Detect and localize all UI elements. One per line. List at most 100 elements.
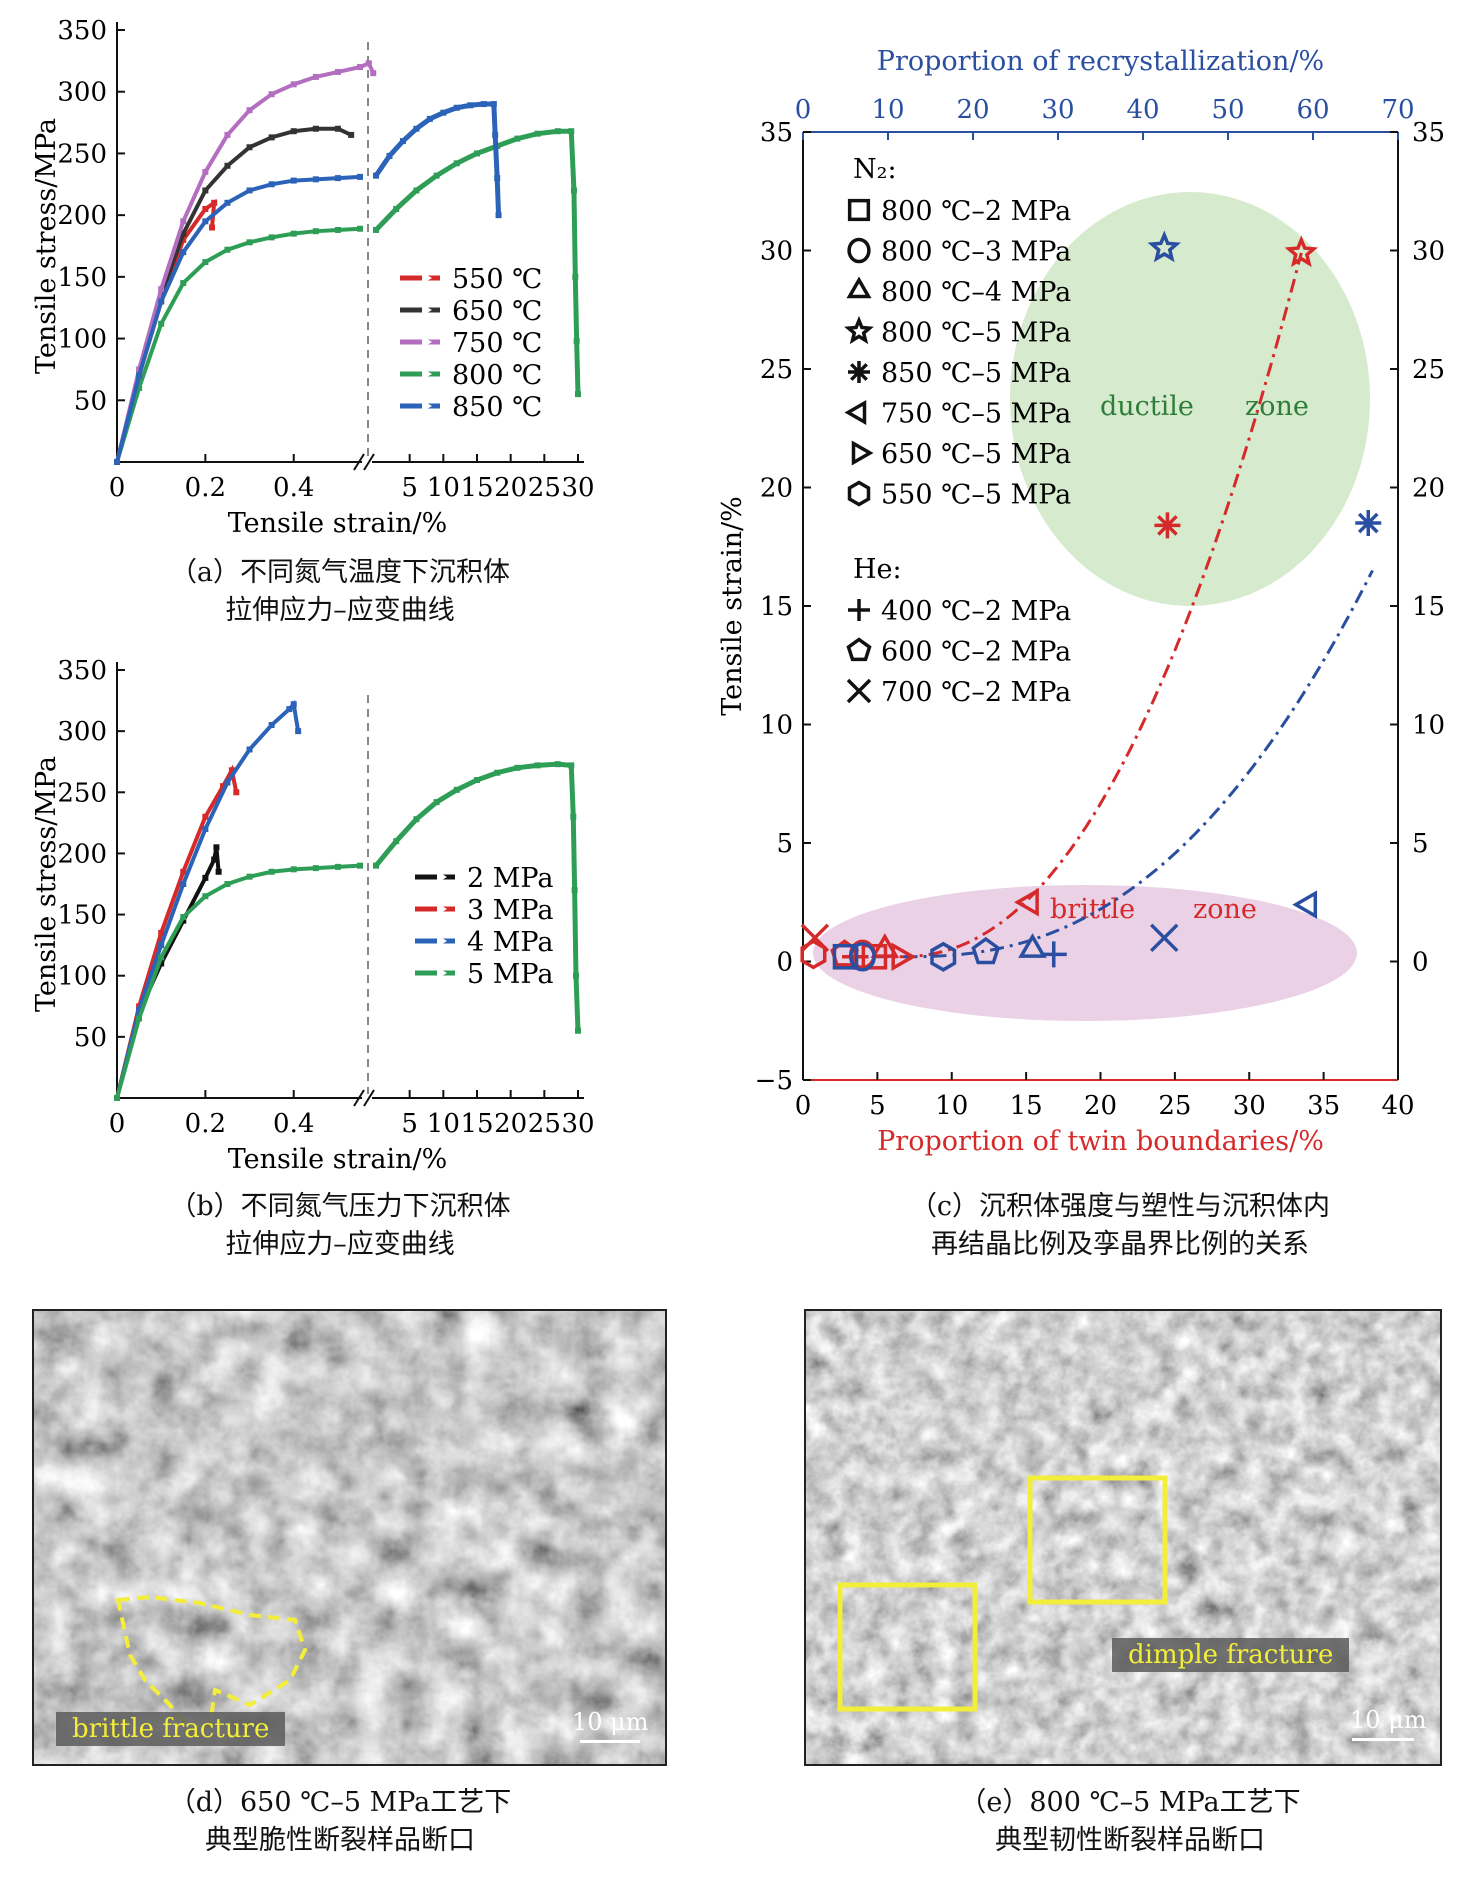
panel-a-xtick-label: 30 bbox=[561, 473, 594, 503]
panel-b-series-point-right-3 bbox=[575, 1027, 581, 1034]
panel-c-xtick-top-label: 60 bbox=[1296, 95, 1329, 125]
panel-c-ytick-right-label: 5 bbox=[1412, 829, 1429, 859]
panel-a-xtick-label: 0.2 bbox=[185, 473, 226, 503]
panel-a-series-point-4 bbox=[290, 177, 297, 184]
panel-a-series-point-right-3 bbox=[575, 391, 581, 398]
brittle-zone bbox=[813, 885, 1357, 1021]
panel-b-series-point-3 bbox=[202, 893, 209, 900]
panel-b-series-point-3 bbox=[224, 881, 231, 887]
panel-c-xtick-top-label: 50 bbox=[1211, 95, 1244, 125]
panel-a-series-point-1 bbox=[348, 131, 355, 138]
panel-b-xtick-label: 5 bbox=[401, 1109, 418, 1139]
panel-a-series-line-right-4 bbox=[373, 101, 502, 216]
panel-b-series-point-3 bbox=[246, 873, 253, 880]
panel-a-legend-label-0: 550 ℃ bbox=[452, 264, 542, 295]
panel-a-series-point-2 bbox=[180, 218, 187, 225]
panel-a-series-point-right-3 bbox=[453, 160, 460, 167]
panel-c-xtick-bottom-label: 0 bbox=[795, 1091, 812, 1121]
panel-b-series-point-0 bbox=[215, 868, 222, 875]
panel-c-xtick-bottom-label: 15 bbox=[1010, 1091, 1043, 1121]
panel-c-ytick-left-label: 5 bbox=[776, 829, 793, 859]
caption-a-line1: （a）不同氮气温度下沉积体 bbox=[169, 557, 511, 588]
panel-b-legend-marker-0 bbox=[437, 871, 447, 883]
panel-a-series-point-2 bbox=[290, 81, 297, 88]
panel-b-series-point-3 bbox=[114, 1095, 120, 1101]
panel-a-series-point-2 bbox=[268, 91, 275, 98]
panel-c-ytick-right-label: 0 bbox=[1412, 948, 1429, 978]
panel-b-series-point-2 bbox=[136, 1006, 143, 1013]
panel-b-xtick-label: 15 bbox=[460, 1109, 493, 1139]
panel-b-series-point-right-3 bbox=[474, 777, 480, 784]
panel-a-series-point-right-4 bbox=[440, 109, 447, 116]
panel-c-y-axis-label: Tensile strain/% bbox=[717, 496, 748, 715]
panel-b-series-point-3 bbox=[268, 868, 275, 875]
panel-c-xtick-bottom-label: 20 bbox=[1084, 1091, 1117, 1121]
panel-c-ytick-right-label: 10 bbox=[1412, 711, 1445, 741]
panel-b-series-point-right-3 bbox=[373, 862, 379, 869]
panel-b-y-axis-label: Tensile stress/MPa bbox=[31, 756, 62, 1012]
panel-a-series-point-right-3 bbox=[514, 135, 521, 142]
panel-a-series-point-right-4 bbox=[453, 104, 460, 111]
panel-a-series-point-right-3 bbox=[573, 338, 580, 345]
legend-marker-triangle-right bbox=[851, 440, 874, 466]
panel-c-ytick-left-label: −5 bbox=[755, 1066, 793, 1096]
panel-c-ytick-right-label: 20 bbox=[1412, 474, 1445, 504]
panel-c-ytick-right-label: 30 bbox=[1412, 237, 1445, 267]
panel-a-series-point-4 bbox=[114, 459, 120, 465]
twin-trend-curve bbox=[899, 252, 1303, 959]
panel-a-ytick-label: 350 bbox=[57, 16, 107, 46]
caption-e-line2: 典型韧性断裂样品断口 bbox=[995, 1825, 1265, 1856]
brittle-zone-label: brittle bbox=[1050, 894, 1135, 925]
panel-b-legend-label-3: 5 MPa bbox=[467, 959, 553, 990]
panel-b-series-point-1 bbox=[220, 783, 227, 790]
panel-a-series-point-0 bbox=[211, 199, 218, 206]
twin-point-hexagon bbox=[800, 939, 827, 970]
ductile-zone-label: ductile bbox=[1100, 391, 1194, 422]
caption-c-line1: （c）沉积体强度与塑性与沉积体内 bbox=[909, 1191, 1331, 1222]
panel-a-chart: 50 100 150 200 250 300 350 0 0.2 0.4 5 10 15 20 25 30 Te… bbox=[31, 16, 595, 539]
caption-e: （e）800 ℃–5 MPa工艺下 典型韧性断裂样品断口 bbox=[850, 1784, 1410, 1860]
panel-b-series-point-2 bbox=[202, 825, 209, 832]
panel-a-legend-label-4: 850 ℃ bbox=[452, 392, 542, 423]
panel-b-series-point-right-3 bbox=[453, 786, 460, 793]
panel-a-series-point-right-3 bbox=[572, 273, 579, 280]
panel-a-legend-marker-0 bbox=[422, 272, 432, 284]
panel-b-series-point-3 bbox=[136, 1015, 143, 1022]
panel-a-series-line-4 bbox=[115, 174, 361, 463]
panel-a-series-point-4 bbox=[357, 173, 363, 180]
legend-marker-hexagon bbox=[847, 480, 871, 507]
panel-a-axis-break bbox=[353, 453, 375, 471]
panel-a-series-point-3 bbox=[202, 259, 209, 266]
panel-c-xtick-top-label: 70 bbox=[1381, 95, 1414, 125]
panel-b-series-point-3 bbox=[180, 914, 187, 921]
panel-b-legend-label-2: 4 MPa bbox=[467, 927, 553, 958]
caption-b-line2: 拉伸应力–应变曲线 bbox=[225, 1229, 455, 1260]
panel-a-series-point-4 bbox=[246, 187, 253, 194]
panel-c-ytick-right-label: 25 bbox=[1412, 355, 1445, 385]
panel-a-series-point-1 bbox=[202, 187, 209, 194]
panel-b-series-point-2 bbox=[180, 881, 187, 887]
panel-b-series-point-2 bbox=[286, 706, 293, 713]
panel-b-series-point-right-3 bbox=[494, 769, 501, 776]
panel-a-legend-marker-1 bbox=[422, 304, 432, 316]
legend-marker-x bbox=[846, 678, 872, 704]
panel-a-series-point-1 bbox=[224, 162, 231, 169]
legend-label-circle: 800 ℃–3 MPa bbox=[881, 237, 1071, 268]
panel-a-series-point-2 bbox=[158, 286, 165, 293]
legend-group-title-0: N₂: bbox=[853, 154, 897, 185]
panel-a-xtick-label: 25 bbox=[528, 473, 561, 503]
panel-a-series-point-3 bbox=[334, 226, 341, 233]
panel-a-ytick-label: 200 bbox=[57, 201, 107, 231]
twin-point-triangle-right bbox=[891, 942, 917, 972]
panel-a-series-line-3 bbox=[115, 226, 361, 463]
panel-b-legend-marker-3 bbox=[437, 967, 447, 979]
panel-b-legend-marker-2 bbox=[437, 935, 447, 947]
panel-b-legend-marker-1 bbox=[437, 903, 447, 915]
panel-b-series-point-0 bbox=[158, 960, 165, 967]
twin-point-triangle-up bbox=[870, 933, 900, 958]
panel-c-xtick-bottom-label: 30 bbox=[1233, 1091, 1266, 1121]
recryst-point-pentagon bbox=[971, 936, 1001, 965]
panel-b-ytick-label: 350 bbox=[57, 656, 107, 686]
panel-b-series-point-right-3 bbox=[568, 762, 575, 769]
dimple-region-box-2 bbox=[837, 1582, 978, 1712]
